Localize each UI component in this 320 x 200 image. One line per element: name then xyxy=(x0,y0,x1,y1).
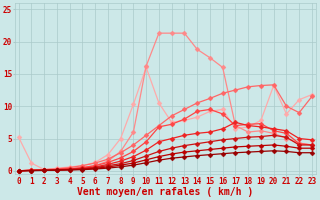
X-axis label: Vent moyen/en rafales ( km/h ): Vent moyen/en rafales ( km/h ) xyxy=(77,187,253,197)
